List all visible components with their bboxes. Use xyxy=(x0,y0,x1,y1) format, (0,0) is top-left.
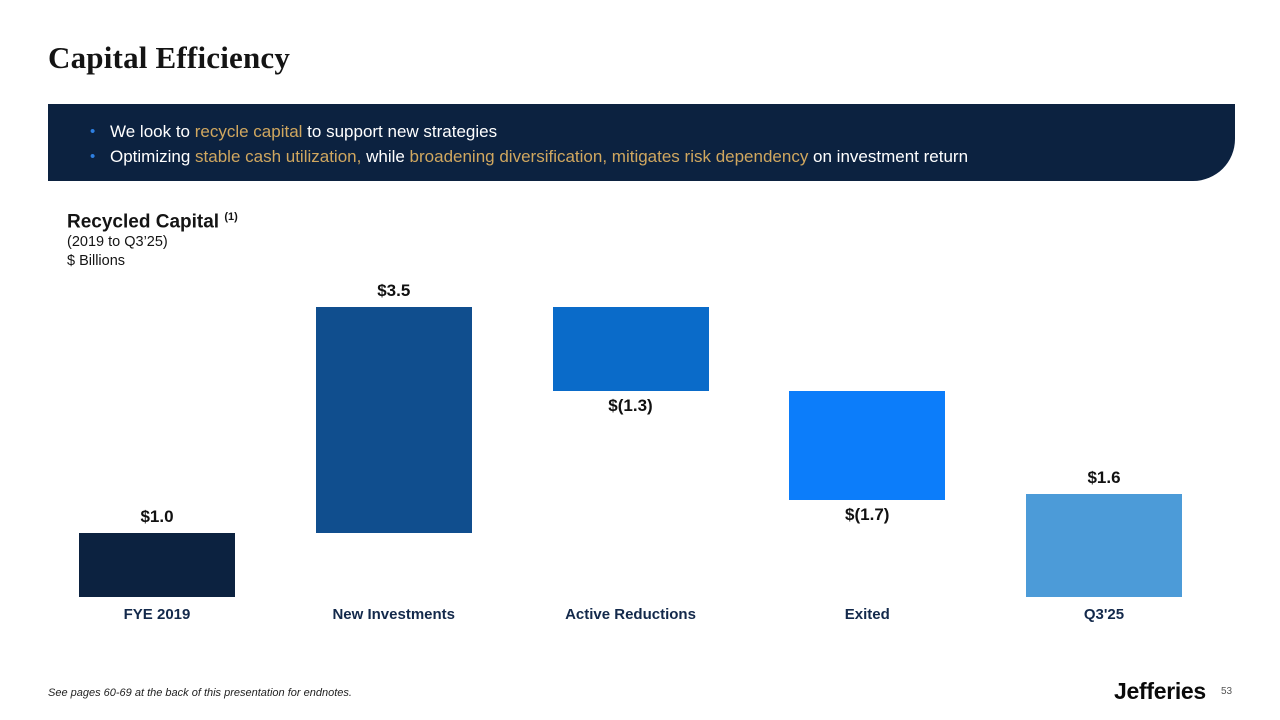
bar-active-reductions xyxy=(552,306,709,391)
value-label-new-investments: $3.5 xyxy=(377,280,411,300)
category-label-new-investments: New Investments xyxy=(332,606,456,623)
plain-text: Optimizing xyxy=(110,147,196,166)
bullet-item: We look to recycle capital to support ne… xyxy=(90,119,1235,144)
bar-new-investments xyxy=(315,306,472,533)
value-label-fye-2019: $1.0 xyxy=(140,506,174,526)
page-title: Capital Efficiency xyxy=(48,40,291,75)
bar-q3-25 xyxy=(1026,493,1182,597)
chart-header: Recycled Capital (1) (2019 to Q3’25) $ B… xyxy=(67,211,238,271)
value-label-q3-25: $1.6 xyxy=(1087,467,1121,487)
category-label-active-reductions: Active Reductions xyxy=(565,606,696,623)
chart-title-footnote-marker: (1) xyxy=(224,211,238,223)
highlighted-text: broadening diversification, mitigates ri… xyxy=(409,147,809,166)
plain-text: We look to xyxy=(110,122,195,141)
value-label-active-reductions: $(1.3) xyxy=(608,395,653,415)
bullet-item: Optimizing stable cash utilization, whil… xyxy=(90,144,1235,169)
highlighted-text: recycle capital xyxy=(194,122,303,141)
highlighted-text: stable cash utilization, xyxy=(195,147,362,166)
category-label-fye-2019: FYE 2019 xyxy=(123,606,191,623)
key-messages-banner: We look to recycle capital to support ne… xyxy=(48,104,1235,181)
footnote: See pages 60-69 at the back of this pres… xyxy=(48,687,352,699)
plain-text: to support new strategies xyxy=(302,122,498,141)
chart-title-text: Recycled Capital xyxy=(67,211,220,233)
plain-text: on investment return xyxy=(808,147,969,166)
bar-fye-2019 xyxy=(79,532,235,597)
bar-exited xyxy=(789,390,946,501)
chart-subtitle: (2019 to Q3’25) xyxy=(67,234,168,251)
chart-title: Recycled Capital (1) xyxy=(67,211,238,233)
category-label-exited: Exited xyxy=(844,606,890,623)
brand-logo: Jefferies xyxy=(1114,678,1206,704)
chart-units-label: $ Billions xyxy=(67,253,126,270)
category-label-q3-25: Q3'25 xyxy=(1083,606,1125,623)
banner-bullets: We look to recycle capital to support ne… xyxy=(48,104,1235,169)
value-label-exited: $(1.7) xyxy=(845,505,890,525)
plain-text: while xyxy=(361,147,410,166)
page-number: 53 xyxy=(1221,686,1233,697)
